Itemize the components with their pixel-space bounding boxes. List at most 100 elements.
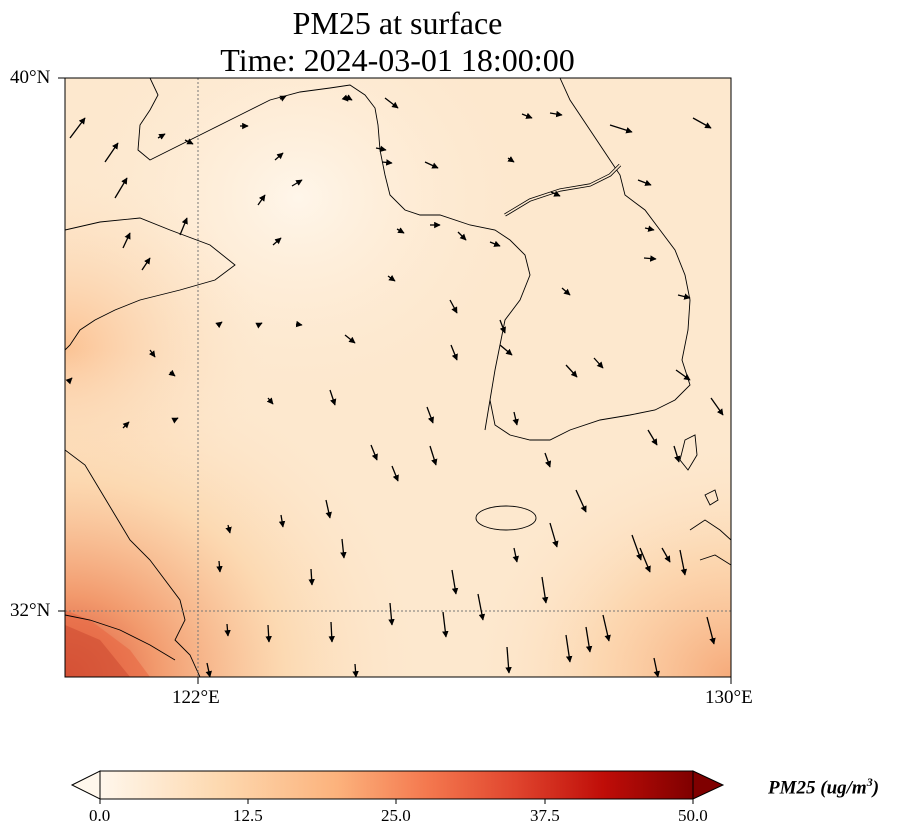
wind-vector xyxy=(505,646,512,674)
wind-vector xyxy=(643,255,657,262)
wind-vector xyxy=(215,321,223,329)
wind-vector xyxy=(673,445,681,463)
wind-vector xyxy=(69,117,86,139)
wind-vector xyxy=(609,124,633,134)
wind-vector xyxy=(575,489,587,513)
colorbar-bar xyxy=(99,770,694,800)
wind-vector xyxy=(122,232,131,249)
wind-vector xyxy=(375,145,387,153)
wind-vector xyxy=(148,349,156,358)
wind-vector xyxy=(391,465,399,482)
wind-vector xyxy=(565,634,573,663)
map-title: PM25 at surface xyxy=(292,5,503,41)
wind-vector xyxy=(157,133,166,140)
wind-vector xyxy=(308,568,315,586)
wind-vector xyxy=(637,179,652,186)
lon-label-122e: 122°E xyxy=(172,687,220,708)
wind-vector xyxy=(387,274,396,282)
wind-vector xyxy=(224,623,231,637)
wind-vector xyxy=(122,421,130,429)
wind-vector xyxy=(279,95,287,102)
wind-vector xyxy=(644,225,655,232)
lat-label-32n: 32°N xyxy=(10,600,51,621)
wind-vector xyxy=(477,593,486,621)
wind-vector xyxy=(184,138,194,145)
wind-vector xyxy=(257,194,266,206)
wind-vector xyxy=(205,662,212,677)
colorbar-tick-1: 12.5 xyxy=(233,806,263,825)
wind-vector xyxy=(549,110,563,118)
wind-vector xyxy=(344,334,356,344)
wind-vectors xyxy=(65,94,724,677)
wind-vector xyxy=(489,240,501,247)
colorbar-tick-4: 50.0 xyxy=(678,806,708,825)
wind-vector xyxy=(328,621,335,643)
wind-vector xyxy=(451,569,459,595)
wind-vector xyxy=(565,364,578,378)
wind-vector xyxy=(341,94,349,102)
wind-vector xyxy=(352,663,359,677)
pm25-field xyxy=(65,78,731,677)
wind-vector xyxy=(521,112,533,119)
wind-vector xyxy=(424,161,439,169)
wind-vector xyxy=(679,549,688,576)
colorbar-tick-0: 0.0 xyxy=(89,806,111,825)
map-time: Time: 2024-03-01 18:00:00 xyxy=(220,42,575,78)
wind-vector xyxy=(457,231,467,241)
wind-vector xyxy=(661,547,671,563)
wind-vector xyxy=(692,117,712,129)
wind-vector xyxy=(541,576,549,604)
wind-vector xyxy=(384,97,399,109)
wind-vector xyxy=(647,429,658,446)
wind-vector xyxy=(179,217,188,236)
wind-vector xyxy=(266,397,274,405)
wind-vector xyxy=(512,411,519,426)
wind-vector xyxy=(171,417,179,424)
wind-vector xyxy=(272,237,282,246)
wind-vector xyxy=(168,369,176,377)
wind-vector xyxy=(340,538,347,559)
wind-vector xyxy=(544,452,552,468)
wind-vector xyxy=(550,190,561,197)
wind-vector xyxy=(388,602,395,626)
wind-vector xyxy=(396,227,405,234)
lat-label-40n: 40°N xyxy=(10,67,51,88)
wind-vector xyxy=(677,293,691,300)
wind-vector xyxy=(429,445,438,466)
colorbar-tick-3: 37.5 xyxy=(530,806,560,825)
wind-vector xyxy=(593,357,604,369)
colorbar-max-extend xyxy=(692,770,725,800)
wind-vector xyxy=(381,159,393,166)
wind-vector xyxy=(631,534,643,561)
wind-vector xyxy=(114,177,128,199)
wind-vector xyxy=(507,156,515,163)
wind-vector xyxy=(449,299,458,314)
wind-vector xyxy=(329,389,337,406)
wind-vector xyxy=(65,377,73,385)
wind-vector xyxy=(512,547,519,563)
wind-vector xyxy=(706,616,716,645)
wind-vector xyxy=(561,287,571,296)
wind-vector xyxy=(499,344,513,356)
wind-vector xyxy=(225,524,232,534)
wind-vector xyxy=(274,152,284,161)
map-frame xyxy=(64,77,732,678)
coastlines xyxy=(65,78,731,677)
wind-vector xyxy=(602,614,611,642)
wind-vector xyxy=(255,322,263,329)
wind-vector xyxy=(710,397,724,416)
wind-vector xyxy=(216,560,223,573)
colorbar-title: PM25 (ug/m3) xyxy=(768,775,880,799)
wind-vector xyxy=(370,444,378,461)
colorbar-min-extend xyxy=(70,770,101,800)
wind-vector xyxy=(499,319,506,334)
wind-vector xyxy=(278,514,286,528)
wind-vector xyxy=(141,257,151,271)
wind-vector xyxy=(585,626,593,653)
wind-vector xyxy=(291,179,303,187)
wind-vector xyxy=(450,344,458,361)
wind-vector xyxy=(426,406,434,424)
wind-vector xyxy=(653,657,660,677)
wind-vector xyxy=(104,142,119,163)
